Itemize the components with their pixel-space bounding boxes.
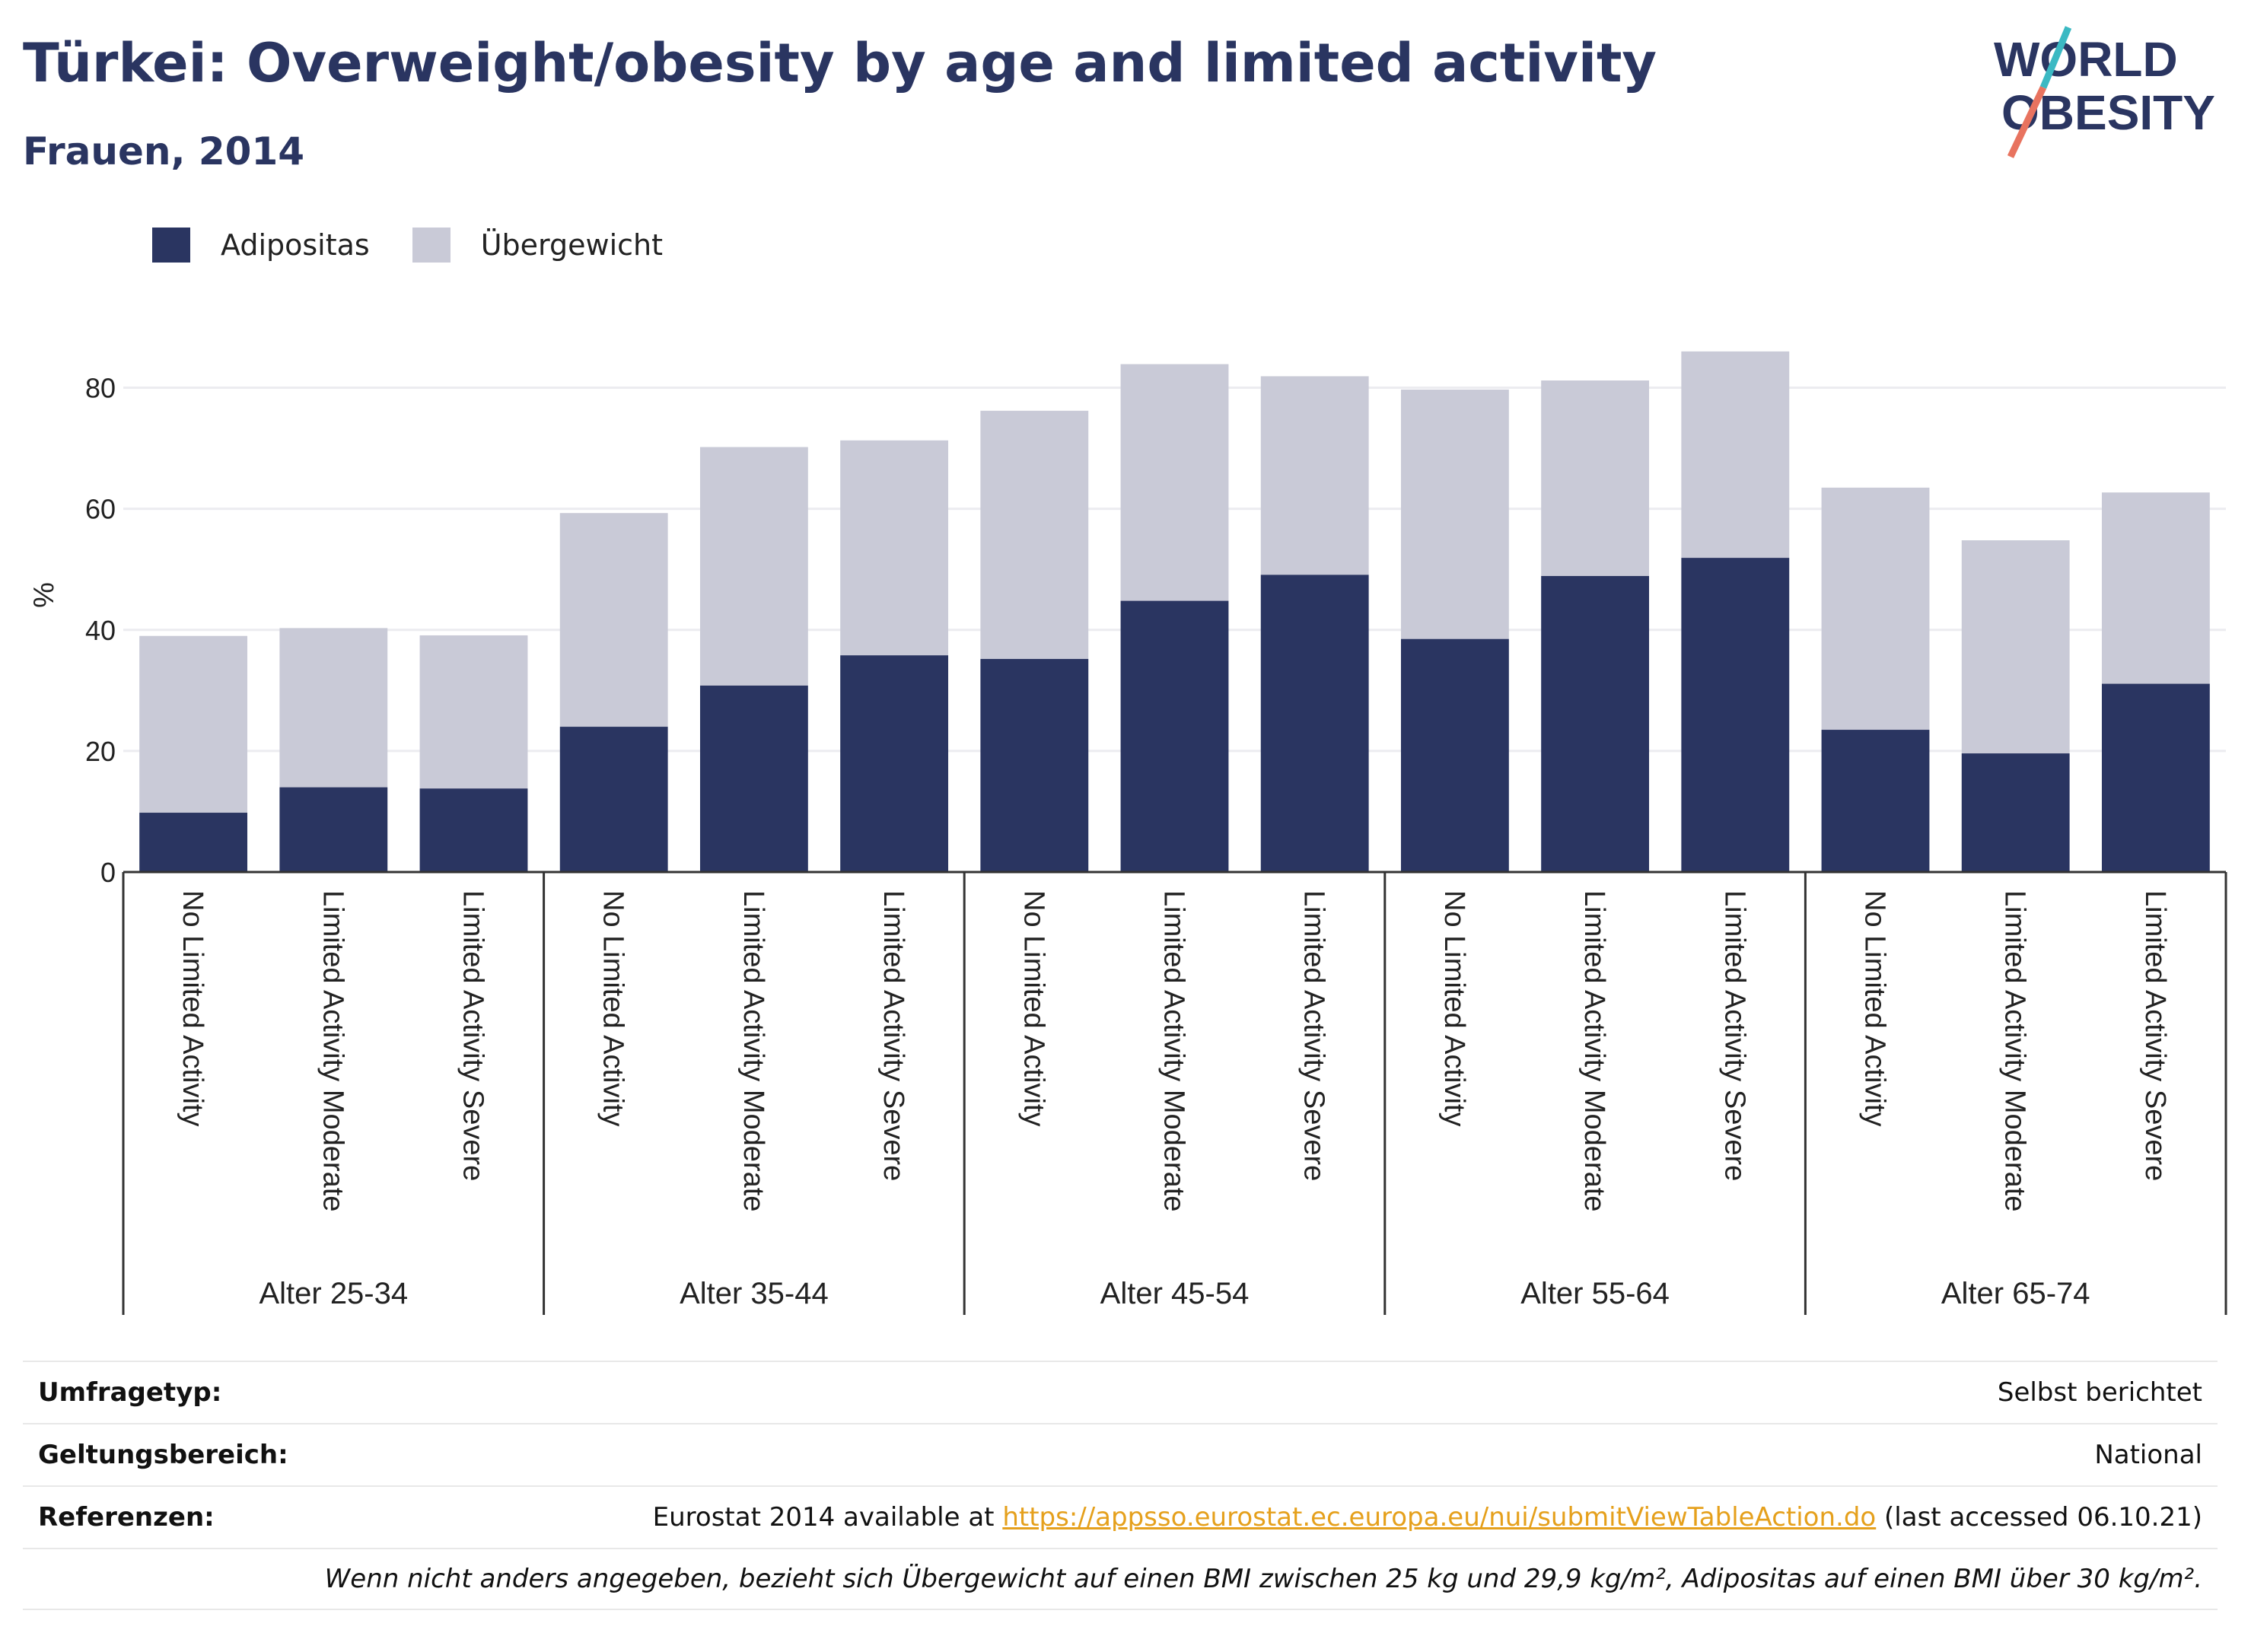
- definition-note: Wenn nicht anders angegeben, bezieht sic…: [324, 1564, 2202, 1594]
- world-obesity-logo: WORLD OBESITY: [1994, 26, 2215, 158]
- logo-accent-red: [2007, 86, 2047, 158]
- references-link[interactable]: https://appsso.eurostat.ec.europa.eu/nui…: [1002, 1502, 1877, 1533]
- bar-adipositas[interactable]: [139, 813, 248, 872]
- bar-uebergewicht[interactable]: [1541, 380, 1650, 576]
- bar-adipositas[interactable]: [699, 685, 808, 872]
- x-tick-label: Limited Activity Moderate: [1578, 890, 1610, 1211]
- bar-uebergewicht[interactable]: [419, 635, 528, 789]
- x-tick-label: Limited Activity Moderate: [317, 890, 349, 1211]
- bar-adipositas[interactable]: [1120, 600, 1229, 872]
- x-tick-label: Limited Activity Severe: [1718, 890, 1750, 1181]
- group-label: Alter 25-34: [259, 1277, 408, 1310]
- y-tick-label: 40: [85, 615, 116, 646]
- legend-label-uebergewicht: Übergewicht: [480, 228, 663, 262]
- meta-row-references: Referenzen: Eurostat 2014 available at h…: [23, 1485, 2218, 1548]
- y-tick-label: 0: [100, 857, 116, 888]
- bar-uebergewicht[interactable]: [139, 635, 248, 813]
- page-subtitle: Frauen, 2014: [23, 129, 305, 173]
- meta-row-survey-type: Umfragetyp: Selbst berichtet: [23, 1361, 2218, 1423]
- x-tick-label: Limited Activity Severe: [877, 890, 909, 1181]
- chart-legend: Adipositas Übergewicht: [152, 225, 705, 265]
- bar-adipositas[interactable]: [419, 788, 528, 872]
- group-label: Alter 35-44: [680, 1277, 829, 1310]
- group-label: Alter 65-74: [1941, 1277, 2090, 1310]
- logo-accent-teal: [2039, 26, 2072, 89]
- y-axis-label: %: [28, 582, 60, 608]
- x-tick-label: No Limited Activity: [597, 890, 629, 1126]
- bar-uebergewicht[interactable]: [1400, 389, 1509, 639]
- legend-swatch-adipositas: [152, 228, 190, 263]
- bar-adipositas[interactable]: [980, 658, 1089, 872]
- bar-adipositas[interactable]: [1821, 730, 1930, 872]
- bar-uebergewicht[interactable]: [699, 447, 808, 686]
- bar-uebergewicht[interactable]: [559, 513, 668, 727]
- bar-adipositas[interactable]: [1961, 753, 2070, 872]
- scope-label: Geltungsbereich:: [38, 1440, 288, 1470]
- bar-chart: 0 20 40 60 80% No Limited Activity Limited Act…: [28, 351, 2227, 1315]
- x-tick-label: Limited Activity Severe: [2139, 890, 2171, 1181]
- survey-type-value: Selbst berichtet: [1997, 1377, 2202, 1408]
- group-label: Alter 55-64: [1520, 1277, 1670, 1310]
- references-prefix: Eurostat 2014 available at: [652, 1502, 1003, 1533]
- bar-adipositas[interactable]: [279, 787, 388, 872]
- x-tick-label: No Limited Activity: [1017, 890, 1049, 1126]
- bar-adipositas[interactable]: [1681, 558, 1790, 872]
- logo-line1: WORLD: [1994, 32, 2178, 87]
- bar-uebergewicht[interactable]: [1961, 540, 2070, 754]
- y-tick-label: 80: [85, 373, 116, 404]
- bar-uebergewicht[interactable]: [1681, 351, 1790, 559]
- bar-uebergewicht[interactable]: [279, 628, 388, 788]
- page-title: Türkei: Overweight/obesity by age and li…: [23, 32, 1657, 94]
- x-tick-label: Limited Activity Moderate: [1999, 890, 2031, 1211]
- bar-uebergewicht[interactable]: [980, 410, 1089, 659]
- scope-value: National: [2094, 1440, 2202, 1470]
- references-label: Referenzen:: [38, 1502, 215, 1533]
- x-tick-label: Limited Activity Severe: [457, 890, 489, 1181]
- legend-swatch-uebergewicht: [412, 228, 451, 263]
- x-tick-label: Limited Activity Moderate: [1158, 890, 1190, 1211]
- survey-type-label: Umfragetyp:: [38, 1377, 222, 1408]
- meta-row-note: Wenn nicht anders angegeben, bezieht sic…: [23, 1548, 2218, 1610]
- bar-uebergewicht[interactable]: [840, 440, 949, 656]
- group-label: Alter 45-54: [1100, 1277, 1250, 1310]
- bar-uebergewicht[interactable]: [1260, 376, 1369, 575]
- bar-adipositas[interactable]: [1541, 575, 1650, 872]
- x-tick-label: No Limited Activity: [177, 890, 209, 1126]
- bar-adipositas[interactable]: [1260, 575, 1369, 872]
- bar-uebergewicht[interactable]: [1120, 364, 1229, 601]
- bar-adipositas[interactable]: [2101, 683, 2210, 872]
- legend-label-adipositas: Adipositas: [221, 228, 370, 262]
- x-tick-label: No Limited Activity: [1859, 890, 1891, 1126]
- bar-adipositas[interactable]: [840, 655, 949, 872]
- bar-uebergewicht[interactable]: [1821, 487, 1930, 731]
- metadata-table: Umfragetyp: Selbst berichtet Geltungsber…: [23, 1361, 2218, 1610]
- y-tick-label: 60: [85, 494, 116, 525]
- references-value: Eurostat 2014 available at https://appss…: [653, 1502, 2202, 1533]
- bar-adipositas[interactable]: [1400, 638, 1509, 872]
- x-tick-label: No Limited Activity: [1438, 890, 1470, 1126]
- legend-item-adipositas[interactable]: Adipositas: [152, 228, 370, 263]
- x-tick-label: Limited Activity Moderate: [737, 890, 769, 1211]
- y-tick-label: 20: [85, 736, 116, 767]
- meta-row-scope: Geltungsbereich: National: [23, 1423, 2218, 1485]
- references-suffix: (last accessed 06.10.21): [1876, 1502, 2202, 1533]
- x-tick-label: Limited Activity Severe: [1298, 890, 1330, 1181]
- bar-uebergewicht[interactable]: [2101, 492, 2210, 684]
- bar-adipositas[interactable]: [559, 727, 668, 872]
- legend-item-uebergewicht[interactable]: Übergewicht: [412, 228, 663, 263]
